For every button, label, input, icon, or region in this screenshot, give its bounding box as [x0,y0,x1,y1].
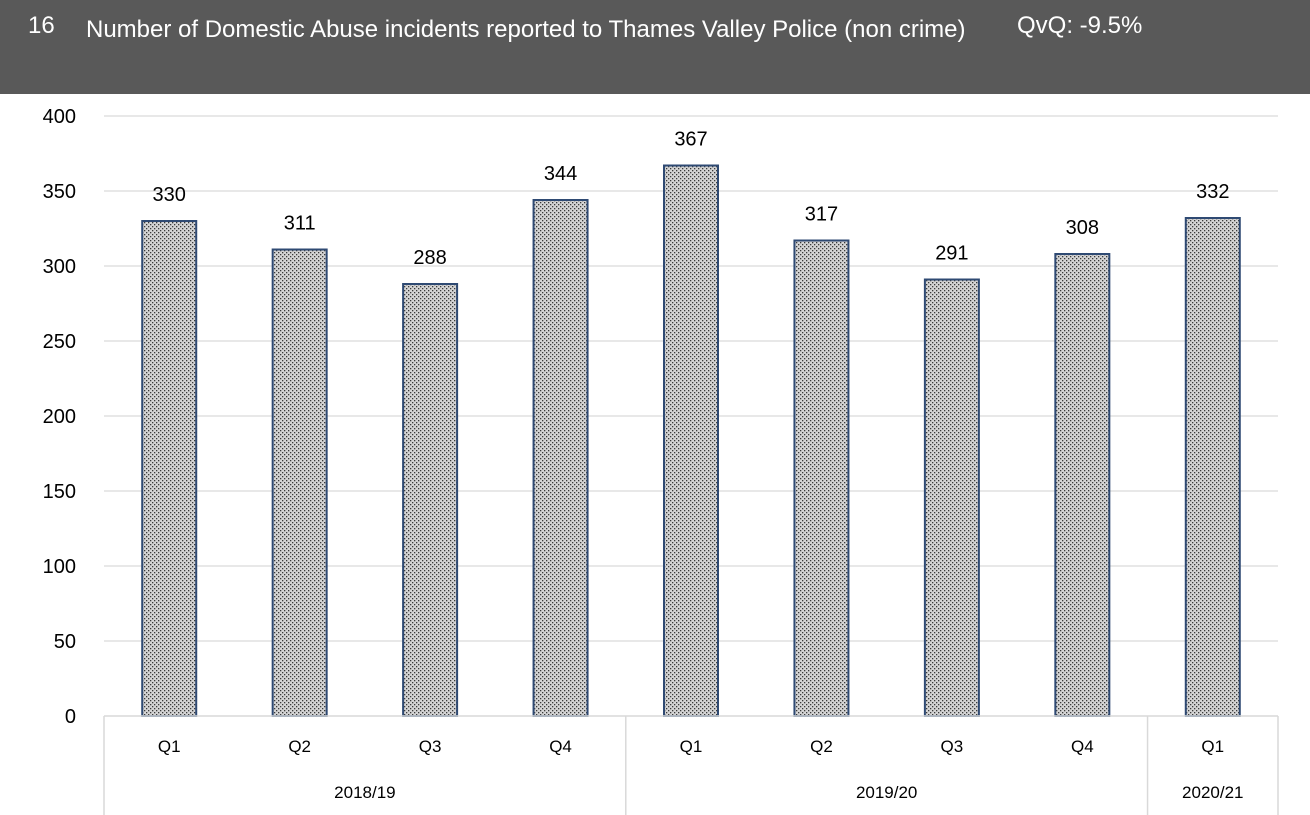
x-tick-label: Q1 [158,737,181,756]
x-axis: Q1 Q2 Q3 Q4 Q1 Q2 Q3 Q4 Q1 2018/19 2019/20 2020/21 [103,715,1279,815]
chart-title: Number of Domestic Abuse incidents repor… [86,16,966,43]
data-label: 311 [284,213,316,235]
y-axis-ticks: 0 50 100 150 200 250 300 350 400 [43,106,76,728]
bar [402,283,459,717]
data-label: 308 [1066,217,1099,239]
data-label: 367 [674,129,707,151]
y-tick-label: 0 [65,706,76,728]
bar [793,239,850,717]
y-tick-label: 400 [43,106,76,128]
y-tick-label: 250 [43,331,76,353]
x-tick-label: Q1 [1201,737,1224,756]
indicator-number: 16 [28,12,55,39]
bar [141,220,198,717]
x-group-label: 2019/20 [856,783,917,802]
x-tick-label: Q1 [680,737,703,756]
data-label: 344 [544,163,577,185]
data-label: 330 [153,184,186,206]
bar [663,164,719,717]
x-tick-label: Q4 [549,737,572,756]
x-tick-label: Q3 [419,737,442,756]
bar [923,278,980,717]
x-tick-label: Q4 [1071,737,1094,756]
x-group-label: 2020/21 [1182,783,1243,802]
x-group-label: 2018/19 [334,783,395,802]
y-tick-label: 300 [43,256,76,278]
bar [532,199,589,717]
data-label: 317 [805,204,838,226]
y-tick-label: 50 [54,631,76,653]
x-tick-label: Q2 [288,737,311,756]
y-tick-label: 100 [43,556,76,578]
quarter-change-value: QvQ: -9.5% [1017,12,1143,39]
y-tick-label: 200 [43,406,76,428]
chart-header: 16 Number of Domestic Abuse incidents re… [0,0,1310,94]
bar [271,248,328,717]
bar-chart: 0 50 100 150 200 250 300 350 400 330 311 288 344 367… [0,94,1310,815]
bars [141,164,1241,717]
data-label: 291 [935,243,968,265]
bar-chart-svg: 0 50 100 150 200 250 300 350 400 330 311 288 344 367… [43,106,1279,815]
bar [1184,217,1241,717]
y-tick-label: 350 [43,181,76,203]
y-tick-label: 150 [43,481,76,503]
data-label: 332 [1196,181,1229,203]
x-tick-label: Q2 [810,737,833,756]
data-labels: 330 311 288 344 367 317 291 308 332 [153,129,1230,270]
bar [1054,253,1111,717]
x-tick-label: Q3 [941,737,964,756]
data-label: 288 [413,247,446,269]
